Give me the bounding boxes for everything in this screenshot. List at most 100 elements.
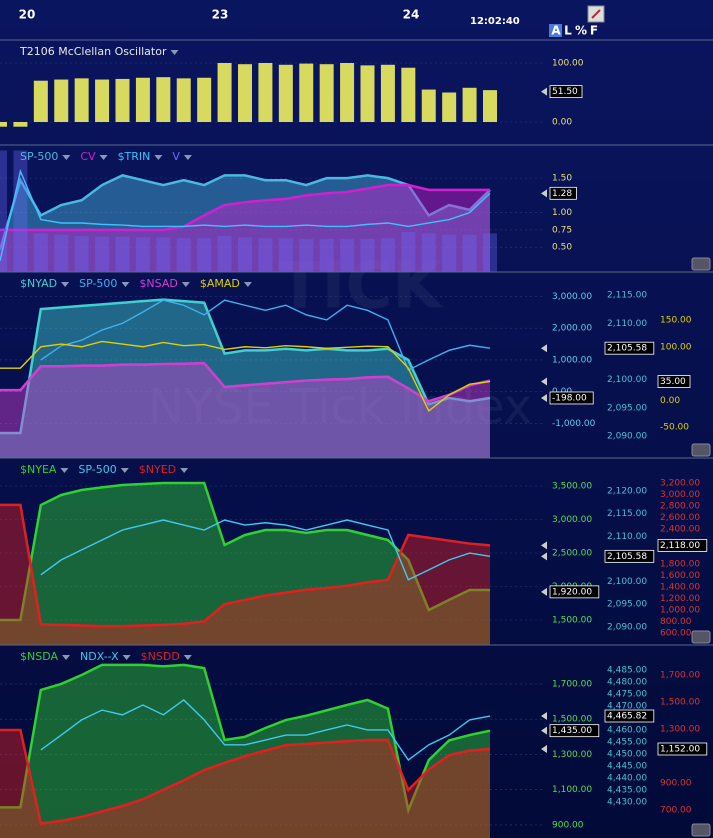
area-edge xyxy=(0,503,491,628)
legend-entry[interactable]: SP-500 xyxy=(78,463,116,476)
dropdown-arrow[interactable] xyxy=(183,155,192,160)
legend-entry[interactable]: V xyxy=(172,150,180,163)
bar xyxy=(483,233,497,272)
scale-button[interactable]: % xyxy=(575,24,587,38)
bar xyxy=(115,78,130,122)
axis-marker xyxy=(541,87,547,96)
bar xyxy=(319,238,334,272)
plot xyxy=(0,481,491,645)
legend-entry[interactable]: $NYEA xyxy=(20,463,57,476)
axis-marker xyxy=(541,189,547,198)
legend-entry[interactable]: NDX--X xyxy=(80,650,119,663)
button-bg[interactable] xyxy=(549,24,562,37)
y-tick-label: 2,090.00 xyxy=(607,432,647,442)
dropdown-arrow[interactable] xyxy=(183,655,192,660)
legend-entry[interactable]: $TRIN xyxy=(118,150,151,163)
y-tick-label: 4,475.00 xyxy=(607,689,647,699)
panel: 1,700.00 1,500.00 1,300.00 1,100.00 900.00 1,… xyxy=(0,644,713,838)
bar xyxy=(156,237,171,272)
y-tick-label: 2,100.00 xyxy=(607,375,647,385)
dropdown-arrow[interactable] xyxy=(170,50,179,55)
series-line xyxy=(0,340,491,413)
price-tag: -198.00 xyxy=(552,393,587,403)
dropdown-arrow[interactable] xyxy=(99,155,108,160)
price-tag: 51.50 xyxy=(552,87,578,97)
scale-button[interactable]: F xyxy=(590,24,598,38)
y-tick-label: 0.75 xyxy=(552,225,572,235)
y-tick-label: 3,000.00 xyxy=(552,515,592,525)
dropdown-arrow[interactable] xyxy=(243,282,252,287)
y-tick-label: 0.00 xyxy=(660,396,680,406)
bar xyxy=(258,238,273,272)
y-tick-label: 4,470.00 xyxy=(607,701,647,711)
bar xyxy=(340,238,355,272)
legend-entry[interactable]: T2106 McClellan Oscillator xyxy=(19,45,167,58)
legend-entry[interactable]: $NSDA xyxy=(20,650,58,663)
y-tick-label: 1,100.00 xyxy=(552,785,592,795)
dropdown-arrow[interactable] xyxy=(154,155,163,160)
area-edge xyxy=(0,481,490,622)
bar xyxy=(13,121,28,127)
dropdown-arrow[interactable] xyxy=(62,655,71,660)
legend-entry[interactable]: $NSAD xyxy=(139,277,177,290)
dropdown-arrow[interactable] xyxy=(180,468,189,473)
y-tick-label: 1,500.00 xyxy=(660,697,700,707)
bar xyxy=(95,236,110,272)
dropdown-arrow[interactable] xyxy=(121,282,130,287)
bar xyxy=(54,79,69,122)
area-edge xyxy=(0,361,491,403)
bar xyxy=(156,77,171,122)
legend-entry[interactable]: $NYAD xyxy=(20,277,57,290)
y-tick-label: 4,485.00 xyxy=(607,665,647,675)
dropdown-arrow[interactable] xyxy=(181,282,190,287)
scale-button[interactable]: L xyxy=(564,24,572,38)
y-tick-label: -1,000.00 xyxy=(552,419,596,429)
dropdown-arrow[interactable] xyxy=(120,468,129,473)
y-tick-label: 0.00 xyxy=(552,117,572,127)
price-tag: 2,105.58 xyxy=(607,344,647,354)
axis-marker xyxy=(541,393,547,402)
y-tick-label: 1,200.00 xyxy=(660,594,700,604)
scroll-button[interactable] xyxy=(691,823,711,837)
bar xyxy=(299,238,314,272)
y-tick-label: 4,460.00 xyxy=(607,725,647,735)
dropdown-arrow[interactable] xyxy=(60,468,69,473)
y-tick-label: 2,500.00 xyxy=(552,549,592,559)
panel: 3,000.00 2,000.00 1,000.00 0.00 -1,000.00 -19… xyxy=(0,271,713,458)
price-tag: 2,105.58 xyxy=(607,552,647,562)
y-tick-label: 2,095.00 xyxy=(607,600,647,610)
bar xyxy=(380,238,395,272)
legend-entry[interactable]: $NSDD xyxy=(141,650,180,663)
y-tick-label: 150.00 xyxy=(660,315,692,325)
price-tag-box xyxy=(549,585,600,599)
bar xyxy=(360,65,375,122)
legend-entry[interactable]: CV xyxy=(80,150,96,163)
legend-entry[interactable]: $NYED xyxy=(139,463,176,476)
axis-marker xyxy=(541,344,547,353)
watermark-name: NYSE Tick Index xyxy=(148,379,532,435)
price-tag: 1,435.00 xyxy=(552,726,592,736)
bar xyxy=(462,234,477,272)
scroll-button[interactable] xyxy=(691,630,711,644)
scroll-button[interactable] xyxy=(691,257,711,271)
bar xyxy=(176,78,191,122)
dropdown-arrow[interactable] xyxy=(122,655,131,660)
legend-entry[interactable]: $AMAD xyxy=(200,277,240,290)
scroll-button[interactable] xyxy=(691,443,711,457)
bar xyxy=(340,63,355,122)
series-line xyxy=(40,699,491,761)
price-tag-box xyxy=(657,375,691,388)
scale-button[interactable]: A xyxy=(551,24,561,38)
y-tick-label: 2,090.00 xyxy=(607,622,647,632)
legend-entry[interactable]: SP-500 xyxy=(20,150,58,163)
area-fill xyxy=(0,185,490,272)
bar xyxy=(401,67,416,122)
price-tag-box xyxy=(657,539,708,552)
legend-entry[interactable]: SP-500 xyxy=(79,277,117,290)
dropdown-arrow[interactable] xyxy=(62,155,71,160)
axis-marker xyxy=(541,744,547,753)
y-tick-label: 4,445.00 xyxy=(607,761,647,771)
dropdown-arrow[interactable] xyxy=(61,282,70,287)
price-tag-box xyxy=(604,709,655,723)
